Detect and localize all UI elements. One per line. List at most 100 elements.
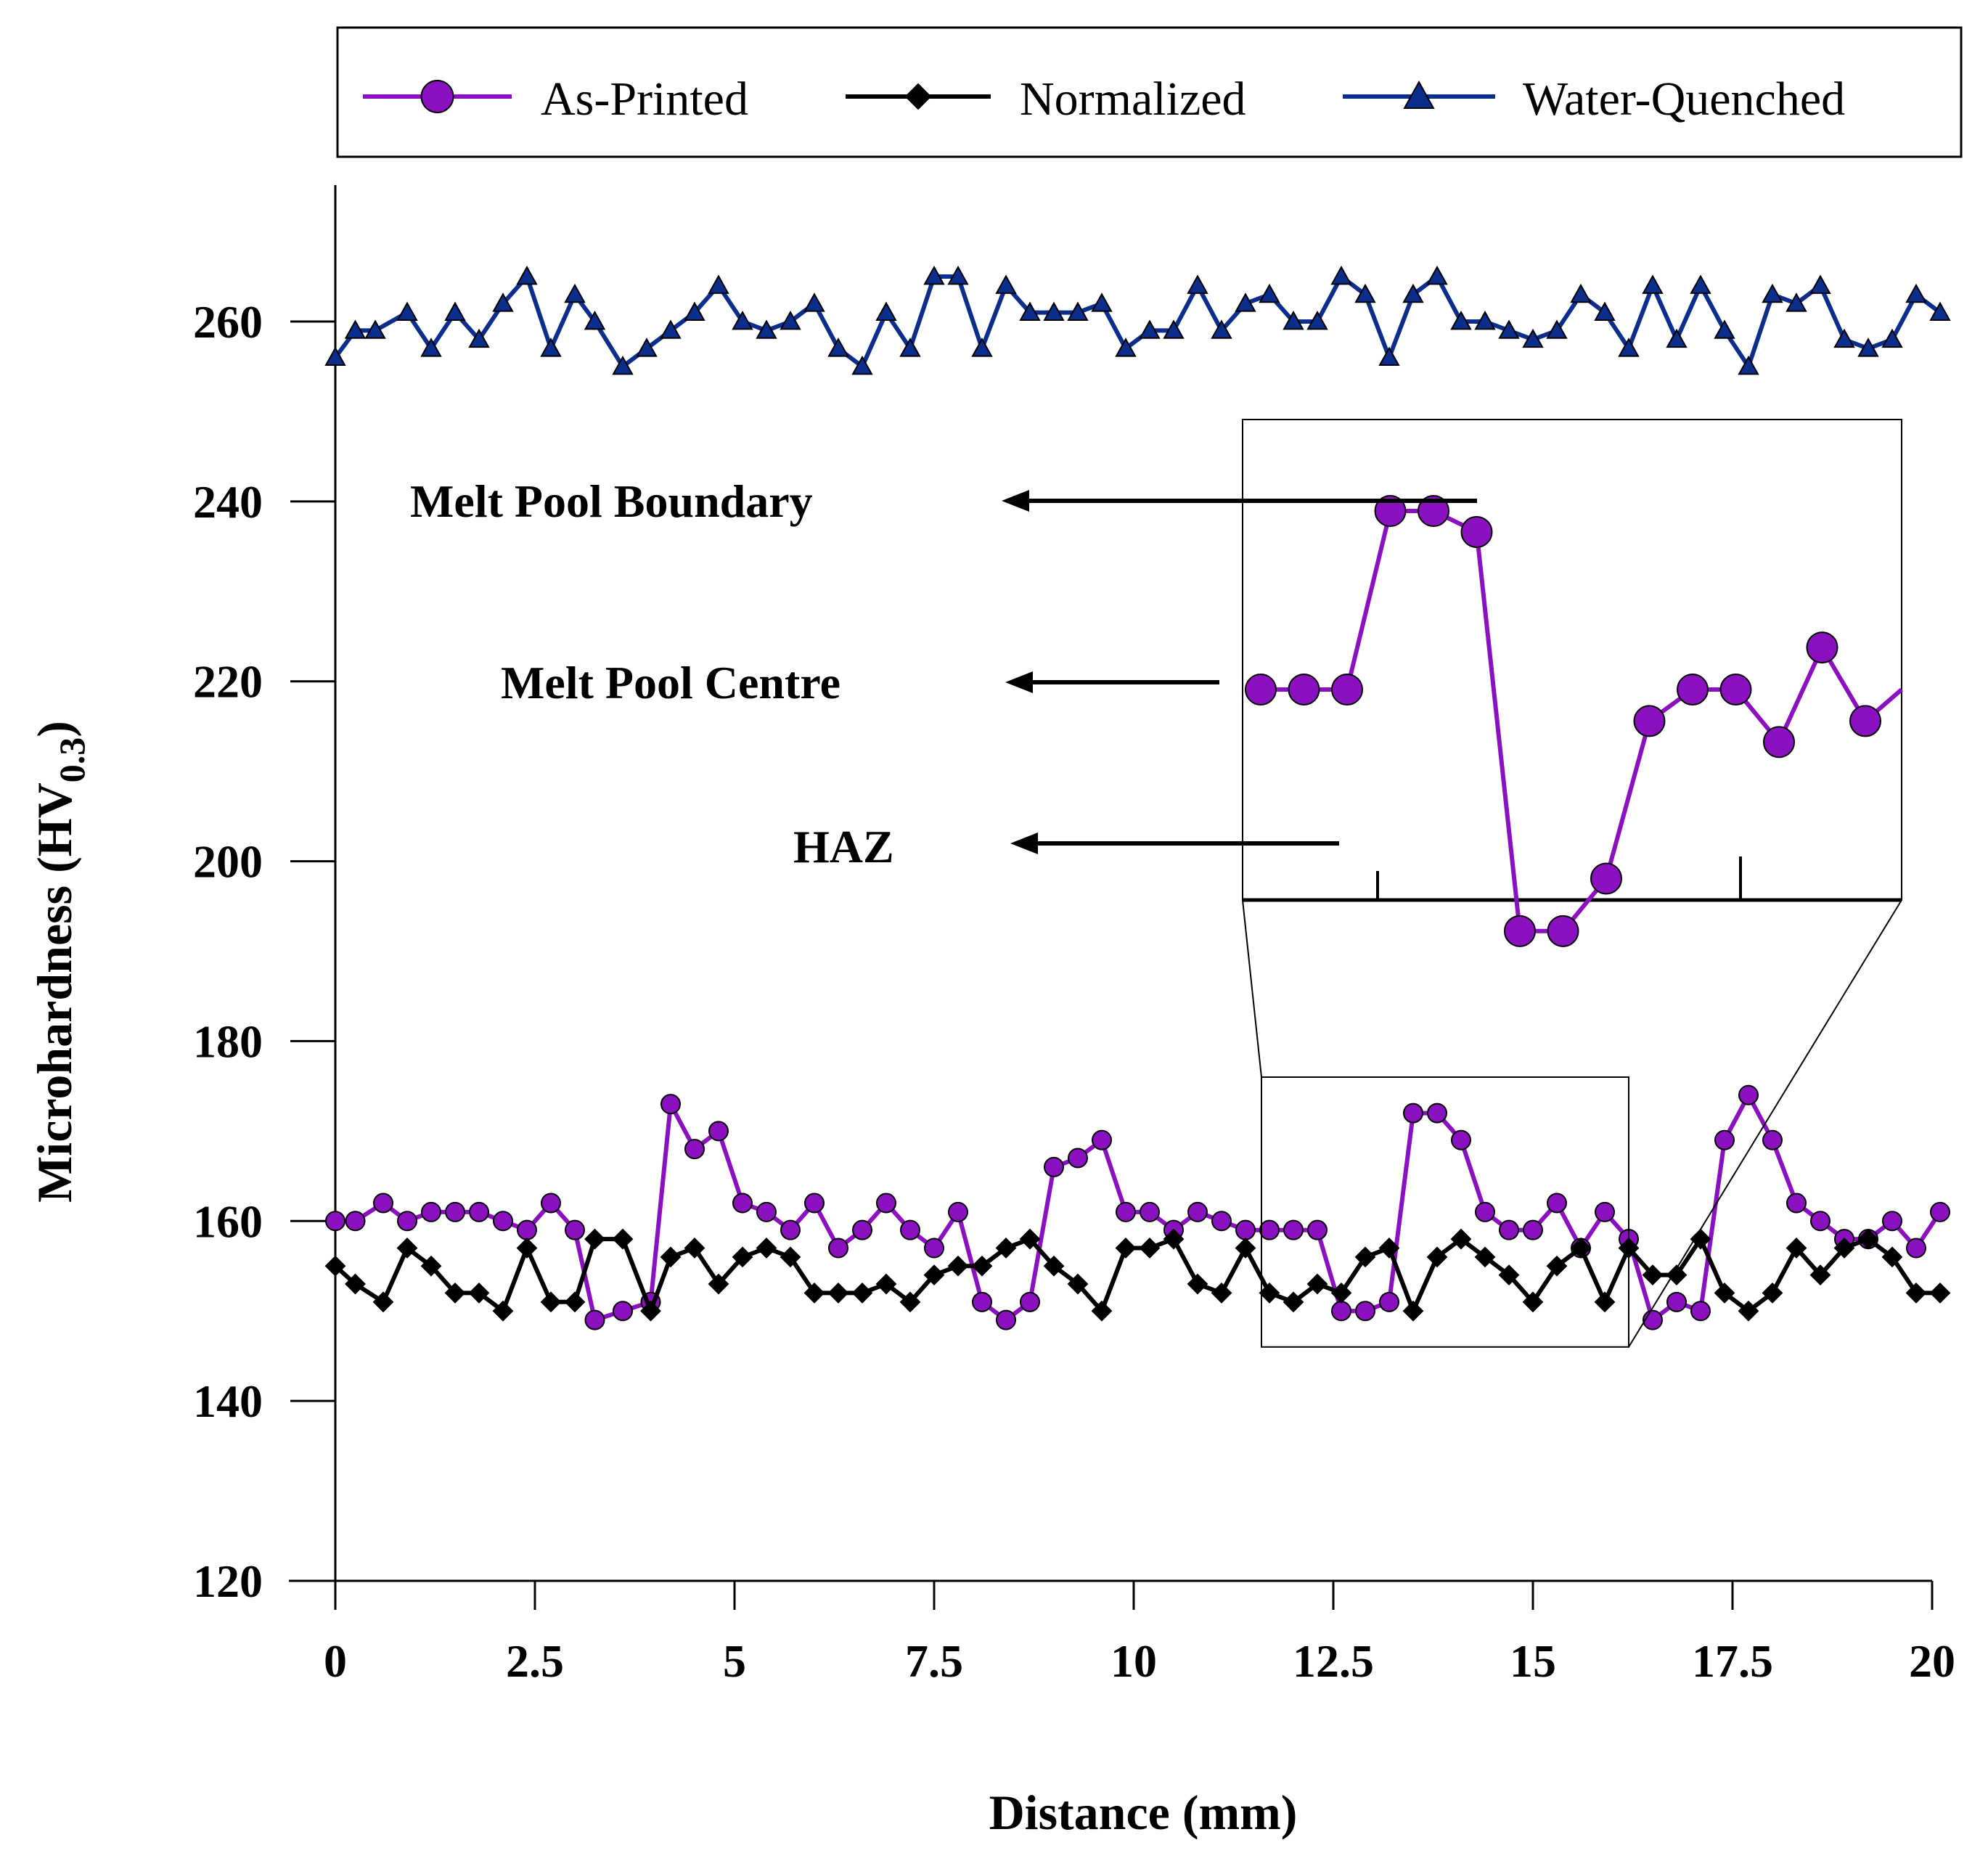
annot-layer: Melt Pool Boundary Melt Pool Centre HAZ <box>410 475 1477 872</box>
point-water-quenched-32 <box>1091 293 1113 312</box>
point-as-printed-28 <box>996 1309 1016 1330</box>
point-water-quenched-5 <box>444 301 466 322</box>
point-water-quenched-67 <box>1929 301 1951 322</box>
point-as-printed-27 <box>972 1291 992 1312</box>
point-water-quenched-24 <box>899 338 921 357</box>
y-tick-label-200: 200 <box>193 836 263 888</box>
point-water-quenched-20 <box>803 293 825 312</box>
point-water-quenched-14 <box>660 319 682 339</box>
point-normalized-53 <box>1594 1291 1616 1313</box>
point-as-printed-29 <box>1020 1291 1040 1312</box>
y-tick-label-140: 140 <box>193 1375 263 1427</box>
point-water-quenched-54 <box>1618 338 1640 357</box>
inset-point-14 <box>1849 705 1881 737</box>
point-normalized-36 <box>1187 1273 1208 1295</box>
point-water-quenched-27 <box>971 338 993 357</box>
point-normalized-24 <box>899 1291 921 1313</box>
point-as-printed-62 <box>1810 1211 1830 1232</box>
inset-point-0 <box>1245 674 1277 705</box>
point-normalized-48 <box>1474 1246 1496 1268</box>
point-as-printed-15 <box>684 1139 705 1160</box>
annotation-melt-pool-centre: Melt Pool Centre <box>501 657 840 708</box>
point-water-quenched-62 <box>1809 274 1831 294</box>
point-water-quenched-30 <box>1043 301 1065 322</box>
point-normalized-42 <box>1330 1283 1352 1304</box>
point-normalized-38 <box>1235 1238 1256 1259</box>
point-water-quenched-10 <box>564 283 586 303</box>
y-tick-label-220: 220 <box>193 656 263 708</box>
point-water-quenched-28 <box>995 274 1017 294</box>
point-normalized-60 <box>1762 1283 1783 1304</box>
point-water-quenched-19 <box>780 310 801 330</box>
point-as-printed-10 <box>565 1219 585 1240</box>
point-water-quenched-31 <box>1067 301 1089 322</box>
point-as-printed-40 <box>1283 1219 1304 1240</box>
point-as-printed-21 <box>828 1238 848 1259</box>
point-as-printed-12 <box>613 1301 633 1322</box>
point-water-quenched-65 <box>1881 328 1903 348</box>
point-normalized-52 <box>1570 1238 1592 1259</box>
series-layer <box>324 265 1951 1330</box>
point-as-printed-53 <box>1595 1201 1615 1222</box>
point-normalized-44 <box>1378 1238 1400 1259</box>
point-normalized-25 <box>923 1264 945 1286</box>
point-water-quenched-60 <box>1762 283 1783 303</box>
point-water-quenched-50 <box>1522 328 1544 348</box>
y-axis-title: Microhardness (HV0.3) <box>27 721 92 1203</box>
point-water-quenched-63 <box>1833 328 1855 348</box>
point-normalized-66 <box>1905 1283 1927 1304</box>
arrow-melt-pool-boundary-head <box>1002 490 1029 512</box>
point-as-printed-22 <box>852 1219 872 1240</box>
point-normalized-41 <box>1306 1273 1328 1295</box>
point-water-quenched-44 <box>1378 346 1400 366</box>
point-normalized-49 <box>1498 1264 1520 1286</box>
annotation-melt-pool-boundary: Melt Pool Boundary <box>410 475 813 527</box>
point-water-quenched-64 <box>1857 338 1879 357</box>
point-as-printed-42 <box>1331 1301 1351 1322</box>
point-water-quenched-47 <box>1450 310 1472 330</box>
point-water-quenched-33 <box>1115 338 1137 357</box>
point-normalized-40 <box>1283 1291 1304 1313</box>
point-normalized-37 <box>1211 1283 1232 1304</box>
point-water-quenched-37 <box>1211 319 1232 339</box>
point-normalized-39 <box>1259 1283 1280 1304</box>
point-as-printed-23 <box>876 1193 896 1214</box>
zoom-box-layer <box>1242 899 1902 1348</box>
x-axis-title: Distance (mm) <box>989 1785 1298 1840</box>
legend-label-normalized: Normalized <box>1020 73 1246 126</box>
point-water-quenched-6 <box>468 328 490 348</box>
point-water-quenched-21 <box>827 338 849 357</box>
point-normalized-67 <box>1929 1283 1951 1304</box>
y-tick-label-120: 120 <box>193 1555 263 1607</box>
point-normalized-27 <box>971 1255 993 1277</box>
point-normalized-17 <box>732 1246 753 1268</box>
point-normalized-11 <box>584 1228 605 1250</box>
point-normalized-10 <box>564 1291 586 1313</box>
point-normalized-47 <box>1450 1228 1472 1250</box>
point-as-printed-14 <box>660 1094 681 1115</box>
point-as-printed-18 <box>756 1201 777 1222</box>
point-water-quenched-8 <box>516 265 538 285</box>
inset-series-line <box>1261 509 1903 933</box>
point-as-printed-36 <box>1187 1201 1208 1222</box>
point-as-printed-1 <box>345 1211 366 1232</box>
point-as-printed-6 <box>469 1201 489 1222</box>
inset-point-9 <box>1633 705 1666 737</box>
point-water-quenched-41 <box>1306 310 1328 330</box>
point-normalized-29 <box>1019 1228 1041 1250</box>
point-water-quenched-15 <box>684 301 705 322</box>
point-as-printed-66 <box>1906 1238 1926 1259</box>
point-as-printed-51 <box>1547 1193 1567 1214</box>
point-as-printed-61 <box>1786 1193 1807 1214</box>
point-normalized-32 <box>1091 1300 1113 1322</box>
point-water-quenched-38 <box>1235 293 1256 312</box>
point-normalized-14 <box>660 1246 682 1268</box>
point-water-quenched-36 <box>1187 274 1208 294</box>
point-as-printed-19 <box>780 1219 801 1240</box>
inset-point-5 <box>1460 515 1493 548</box>
point-normalized-61 <box>1785 1238 1807 1259</box>
legend-marker-water-quenched <box>1403 80 1435 109</box>
inset-layer <box>1242 419 1903 947</box>
point-normalized-7 <box>492 1300 514 1322</box>
point-water-quenched-25 <box>923 265 945 285</box>
